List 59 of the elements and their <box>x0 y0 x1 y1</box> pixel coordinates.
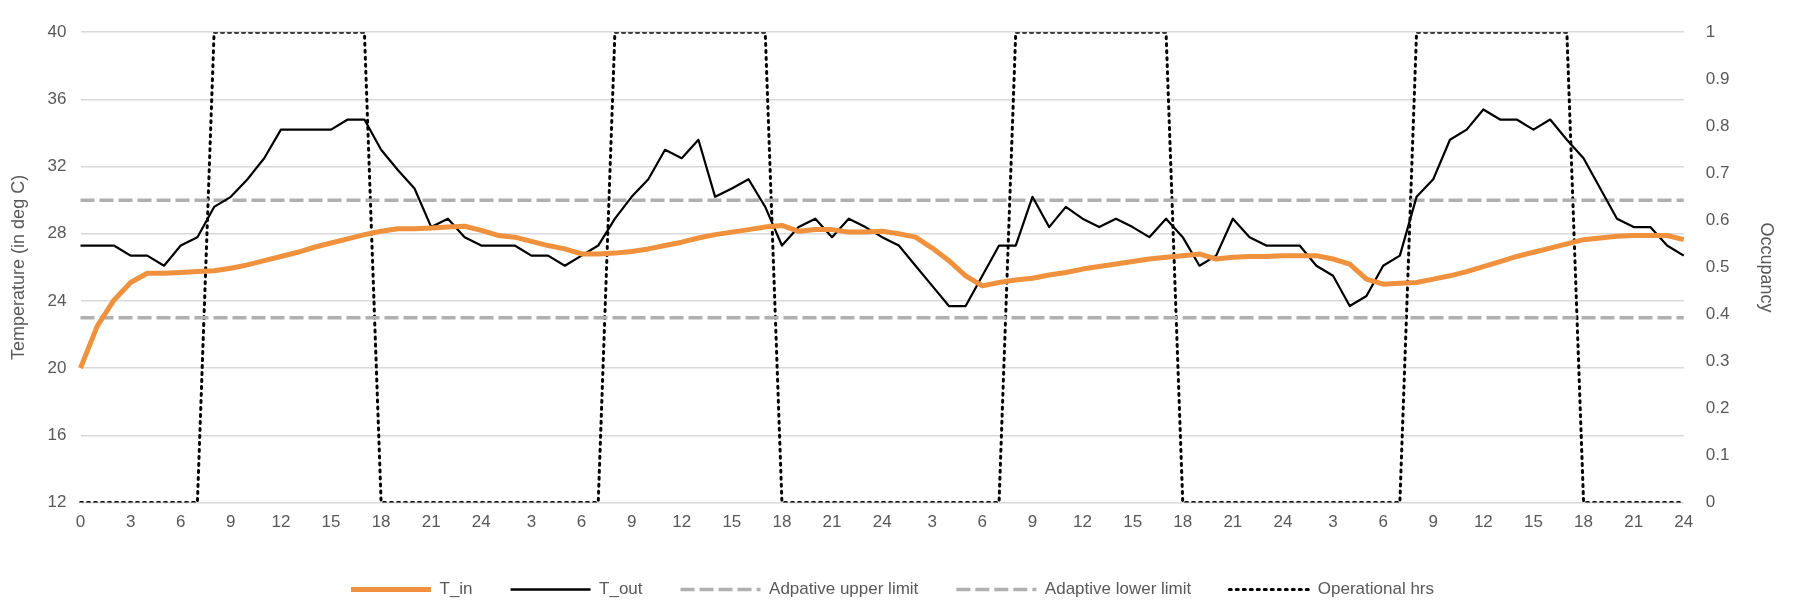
x-tick-label: 6 <box>175 512 186 532</box>
x-tick-label: 9 <box>626 512 637 532</box>
y-tick-label: 16 <box>47 425 67 445</box>
x-tick-label: 9 <box>1428 512 1438 532</box>
x-tick-label: 6 <box>977 512 988 532</box>
x-tick-label: 15 <box>1123 512 1143 532</box>
x-tick-label: 3 <box>526 512 537 532</box>
x-tick-label: 3 <box>927 512 937 532</box>
x-tick-label: 18 <box>371 512 391 532</box>
legend-label: T_in <box>439 579 473 599</box>
x-tick-label: 18 <box>772 512 792 532</box>
y2-tick-label: 0.1 <box>1705 445 1730 465</box>
x-tick-label: 18 <box>1574 512 1594 532</box>
x-tick-label: 24 <box>1674 512 1694 532</box>
x-tick-label: 3 <box>1328 512 1338 532</box>
y-tick-label: 24 <box>47 290 67 310</box>
y2-tick-label: 1 <box>1705 21 1716 41</box>
y2-tick-label: 0.4 <box>1705 304 1730 324</box>
x-tick-label: 12 <box>1473 512 1493 532</box>
y2-tick-label: 0.2 <box>1705 398 1730 418</box>
x-tick-label: 12 <box>271 512 291 532</box>
x-tick-label: 12 <box>1073 512 1093 532</box>
y2-tick-label: 0.8 <box>1705 115 1730 135</box>
y-tick-label: 12 <box>47 492 67 512</box>
x-tick-label: 9 <box>1027 512 1038 532</box>
x-tick-label: 15 <box>321 512 341 532</box>
x-tick-label: 21 <box>1624 512 1644 532</box>
y-tick-label: 32 <box>47 156 67 176</box>
x-tick-label: 12 <box>672 512 692 532</box>
x-tick-label: 21 <box>421 512 441 532</box>
legend-label: Adpative upper limit <box>769 579 919 599</box>
y-axis-title: Temperature (in deg C) <box>7 174 28 360</box>
x-tick-label: 24 <box>471 512 491 532</box>
x-tick-label: 15 <box>722 512 742 532</box>
x-tick-label: 6 <box>576 512 587 532</box>
x-tick-label: 15 <box>1524 512 1543 532</box>
y2-tick-label: 0.5 <box>1705 257 1730 277</box>
y2-tick-label: 0.6 <box>1705 210 1730 230</box>
y-tick-label: 28 <box>47 223 67 243</box>
x-tick-label: 9 <box>226 512 236 532</box>
x-tick-label: 21 <box>1223 512 1243 532</box>
x-tick-label: 21 <box>822 512 842 532</box>
y-tick-label: 40 <box>47 21 67 41</box>
legend-label: Operational hrs <box>1317 579 1435 599</box>
y2-tick-label: 0.9 <box>1705 68 1730 88</box>
x-tick-label: 3 <box>125 512 136 532</box>
y-tick-label: 36 <box>47 89 67 109</box>
y2-tick-label: 0.3 <box>1705 351 1730 371</box>
legend-label: Adaptive lower limit <box>1044 579 1192 599</box>
x-tick-label: 6 <box>1378 512 1388 532</box>
y2-tick-label: 0.7 <box>1705 163 1730 183</box>
y2-tick-label: 0 <box>1705 492 1716 512</box>
x-tick-label: 24 <box>872 512 892 532</box>
y-tick-label: 20 <box>47 357 67 377</box>
legend-label: T_out <box>599 579 643 599</box>
x-tick-label: 18 <box>1173 512 1193 532</box>
x-tick-label: 24 <box>1273 512 1293 532</box>
y2-axis-title: Occupancy <box>1757 222 1778 313</box>
x-tick-label: 0 <box>75 512 86 532</box>
